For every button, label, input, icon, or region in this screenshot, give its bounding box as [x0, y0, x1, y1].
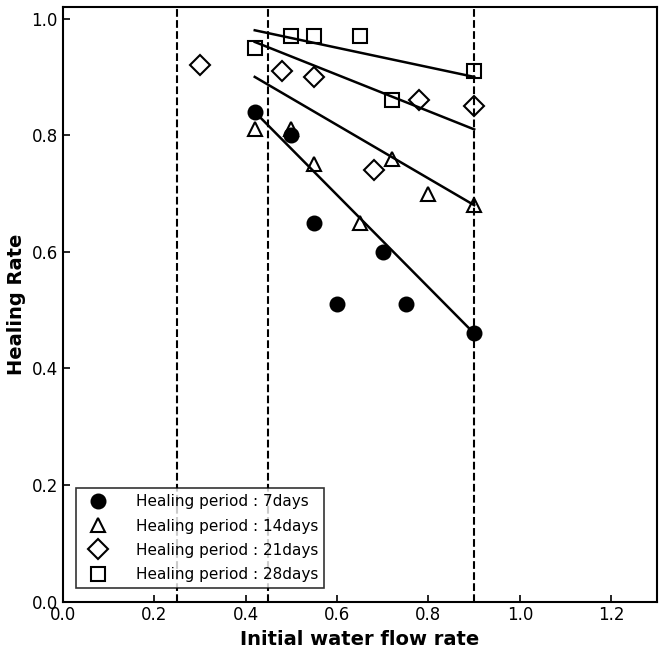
Legend: Healing period : 7days, Healing period : 14days, Healing period : 21days, Healin: Healing period : 7days, Healing period :… — [76, 488, 325, 588]
Y-axis label: Healing Rate: Healing Rate — [7, 234, 26, 375]
X-axis label: Initial water flow rate: Initial water flow rate — [240, 630, 479, 649]
